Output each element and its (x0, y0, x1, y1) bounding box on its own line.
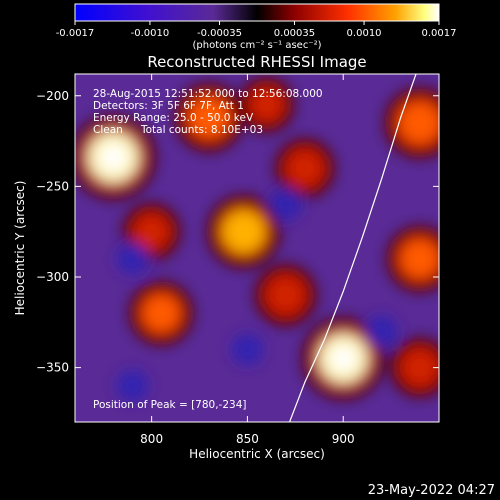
heatmap-source-core (100, 144, 126, 170)
colorbar-tick-label: -0.0010 (131, 28, 170, 39)
annotation-algorithm: Clean (93, 124, 123, 136)
y-axis-ticks: −200 −250 −300 −350 (36, 89, 439, 375)
heatmap-negative-region (116, 369, 149, 402)
heatmap-negative-region (116, 242, 149, 275)
y-tick-label: −250 (36, 179, 69, 193)
y-tick-label: −300 (36, 270, 69, 284)
annotation-peak-position: Position of Peak = [780,-234] (93, 399, 247, 411)
y-axis-label: Heliocentric Y (arcsec) (13, 181, 27, 316)
heatmap-image (75, 74, 439, 422)
heatmap-source (403, 350, 437, 385)
heatmap-source (399, 102, 439, 144)
annotation-time-range: 28-Aug-2015 12:51:52.000 to 12:56:08.000 (93, 88, 323, 100)
y-tick-label: −350 (36, 361, 69, 375)
annotation-detectors: Detectors: 3F 5F 6F 7F, Att 1 (93, 100, 244, 112)
timestamp: 23-May-2022 04:27 (368, 483, 495, 498)
colorbar-tick-label: 0.00035 (274, 28, 315, 39)
chart-title: Reconstructed RHESSI Image (147, 53, 366, 71)
x-tick-label: 800 (140, 432, 163, 446)
heatmap-negative-region (365, 315, 398, 348)
colorbar (74, 3, 440, 22)
y-tick-label: −200 (36, 89, 69, 103)
heatmap-source (251, 89, 282, 121)
colorbar-unit-label: (photons cm⁻² s⁻¹ asec⁻²) (192, 40, 321, 51)
heatmap-source (189, 97, 229, 138)
colorbar-ticks: -0.0017 -0.0010 -0.00035 0.00035 0.0010 0.001… (56, 21, 457, 39)
heatmap-source (288, 151, 322, 185)
x-tick-label: 900 (332, 432, 355, 446)
colorbar-tick-label: -0.00035 (197, 28, 242, 39)
x-axis-label: Heliocentric X (arcsec) (189, 447, 325, 461)
annotation-total-counts: Total counts: 8.10E+03 (140, 124, 263, 136)
colorbar-tick-label: 0.0010 (347, 28, 382, 39)
plot-frame (74, 73, 440, 423)
heatmap-negative-region (231, 333, 264, 366)
colorbar-tick-label: 0.0017 (422, 28, 457, 39)
heatmap-source (135, 215, 168, 248)
heatmap-source (268, 277, 304, 313)
annotation-energy-range: Energy Range: 25.0 - 50.0 keV (93, 112, 254, 124)
solar-limb-curve (289, 74, 417, 422)
heatmap-source (400, 239, 439, 278)
heatmap-negative-region (269, 188, 302, 221)
colorbar-tick-label: -0.0017 (56, 28, 95, 39)
heatmap-source (222, 210, 265, 254)
x-tick-label: 850 (236, 432, 259, 446)
x-axis-ticks: 800 850 900 (140, 74, 355, 446)
heatmap-source-core (330, 346, 356, 371)
heatmap-source (142, 294, 180, 332)
